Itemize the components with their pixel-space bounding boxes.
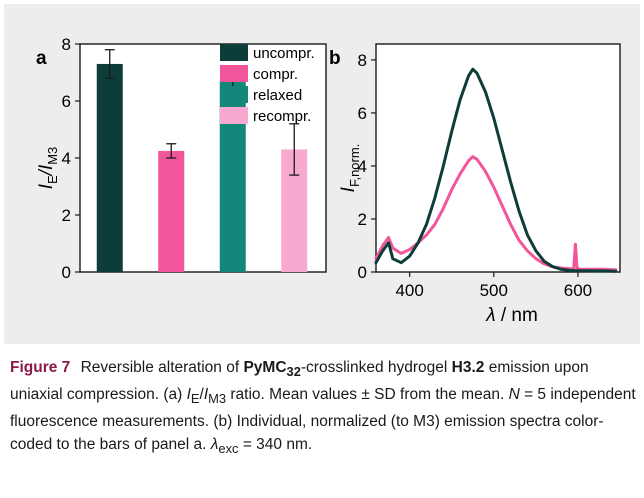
caption-italic: λ [210,436,219,454]
legend-label: relaxed [253,87,302,104]
figure-caption: Figure 7 Reversible alteration of PyMC32… [10,356,636,460]
panel-a-ytick-label: 2 [62,206,71,225]
panel-a-legend: uncompr. compr. relaxed recompr. [220,44,315,125]
caption-compound: PyMC [243,359,287,376]
legend-label: recompr. [253,108,311,125]
panel-a: a IE/IM3 0 2 4 6 8 uncompr. compr. relaxed reco… [36,35,327,282]
panel-b-label: b [329,48,341,69]
panel-a-bars [96,49,308,273]
panel-a-ytick-label: 0 [62,263,71,282]
legend-swatch [220,86,248,103]
caption-label: Figure 7 [10,359,71,376]
panel-b: b IF,norm. λ / nm 0 2 4 6 8 400 500 600 [329,43,621,326]
spectrum-line [374,67,618,273]
legend-swatch [220,65,248,82]
panel-b-ytick-label: 0 [358,263,367,282]
caption-text: = 340 nm. [238,436,313,454]
legend-label: uncompr. [253,45,315,62]
caption-italic: N [508,386,520,404]
bar [158,150,185,272]
panel-b-xtick-label: 400 [395,281,423,300]
panel-b-spectra [374,67,618,273]
caption-sub: E [190,391,200,407]
panel-b-ytick-label: 8 [358,51,367,70]
panel-b-ytick-label: 2 [358,210,367,229]
panel-b-xlabel: λ / nm [485,305,538,326]
caption-italic: I [186,386,191,404]
figure-svg: a IE/IM3 0 2 4 6 8 uncompr. compr. relaxed reco… [36,35,621,326]
caption-text: -crosslinked hydrogel [300,359,452,376]
caption-italic: I [203,386,209,404]
caption-text: Reversible alteration of [80,359,244,376]
panel-b-xtick-label: 600 [564,281,592,300]
panel-b-axes: 0 2 4 6 8 400 500 600 [358,43,621,300]
caption-text: ratio. Mean values ± SD from the mean. [226,386,509,404]
panel-b-ylabel: IF,norm. [338,144,362,193]
panel-a-label: a [36,48,47,69]
panel-b-ytick-label: 4 [358,157,367,176]
legend-label: compr. [253,66,298,83]
panel-b-frame [375,43,621,273]
panel-b-xtick-label: 500 [480,281,508,300]
panel-b-ytick-label: 6 [358,104,367,123]
panel-a-ylabel: IE/IM3 [36,147,60,190]
figure-panel: a IE/IM3 0 2 4 6 8 uncompr. compr. relaxed reco… [4,4,640,344]
caption-sub: M3 [208,391,227,407]
caption-hydrogel: H3.2 [451,359,485,376]
legend-swatch [220,107,248,124]
panel-a-ytick-label: 6 [62,92,71,111]
caption-compound-sub: 32 [286,364,301,380]
caption-sub: exc [218,441,239,457]
panel-a-ytick-label: 8 [62,35,71,54]
legend-swatch [220,44,248,61]
caption-text: = 5 independent fluorescence measurement… [10,386,636,454]
caption-text: emission upon uniaxial compression. (a) [10,359,589,404]
caption-text: / [199,386,204,404]
bar [96,63,123,273]
panel-a-ytick-label: 4 [62,149,71,168]
